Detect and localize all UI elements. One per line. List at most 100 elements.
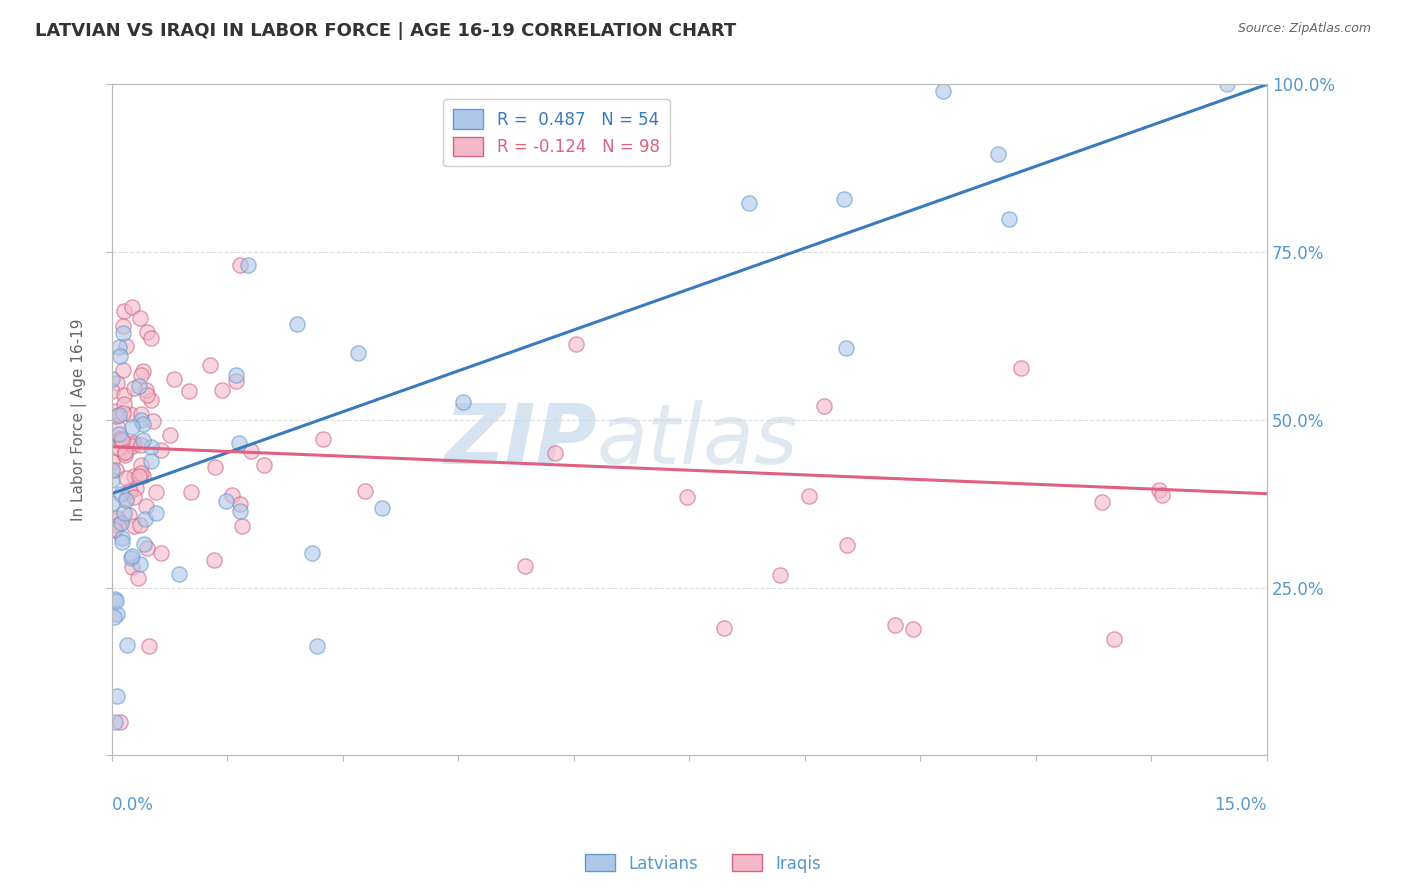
Point	[105, 513, 128, 527]
Point	[111, 363, 134, 377]
Point	[229, 497, 252, 511]
Point	[451, 395, 474, 409]
Point	[107, 421, 129, 435]
Point	[135, 325, 157, 339]
Point	[100, 371, 122, 385]
Point	[228, 435, 250, 450]
Point	[103, 610, 125, 624]
Point	[120, 484, 142, 499]
Point	[121, 549, 143, 563]
Point	[221, 488, 243, 502]
Point	[108, 427, 131, 442]
Point	[202, 552, 225, 566]
Point	[120, 551, 142, 566]
Point	[132, 433, 155, 447]
Point	[132, 364, 155, 378]
Point	[115, 492, 138, 507]
Point	[108, 441, 131, 455]
Point	[122, 519, 145, 533]
Point	[129, 407, 152, 421]
Point	[100, 496, 122, 510]
Point	[128, 379, 150, 393]
Point	[565, 337, 588, 351]
Point	[231, 518, 253, 533]
Point	[124, 436, 146, 450]
Point	[108, 340, 131, 354]
Point	[110, 487, 132, 501]
Point	[253, 458, 276, 472]
Point	[103, 714, 125, 729]
Point	[835, 537, 858, 551]
Text: 15.0%: 15.0%	[1215, 796, 1267, 814]
Point	[101, 462, 124, 476]
Point	[104, 524, 127, 538]
Point	[285, 317, 308, 331]
Point	[932, 84, 955, 98]
Point	[139, 440, 162, 454]
Point	[122, 490, 145, 504]
Point	[111, 319, 134, 334]
Point	[177, 384, 200, 399]
Point	[240, 444, 263, 458]
Point	[797, 489, 820, 503]
Point	[159, 428, 181, 442]
Point	[121, 560, 143, 574]
Point	[884, 618, 907, 632]
Point	[211, 383, 233, 397]
Point	[713, 621, 735, 635]
Point	[105, 409, 128, 423]
Point	[105, 463, 128, 477]
Point	[110, 431, 132, 445]
Point	[145, 484, 167, 499]
Point	[111, 534, 134, 549]
Text: ZIP: ZIP	[444, 400, 596, 481]
Point	[105, 689, 128, 703]
Point	[115, 638, 138, 652]
Point	[112, 507, 135, 521]
Point	[115, 491, 138, 505]
Point	[105, 607, 128, 621]
Point	[1010, 361, 1032, 376]
Point	[131, 368, 153, 382]
Point	[101, 455, 124, 469]
Point	[125, 482, 148, 496]
Point	[1091, 494, 1114, 508]
Point	[112, 303, 135, 318]
Text: LATVIAN VS IRAQI IN LABOR FORCE | AGE 16-19 CORRELATION CHART: LATVIAN VS IRAQI IN LABOR FORCE | AGE 16…	[35, 22, 737, 40]
Point	[122, 469, 145, 483]
Point	[122, 381, 145, 395]
Point	[215, 494, 238, 508]
Point	[180, 484, 202, 499]
Point	[128, 517, 150, 532]
Point	[225, 375, 247, 389]
Point	[901, 623, 924, 637]
Point	[128, 310, 150, 325]
Point	[132, 469, 155, 483]
Point	[101, 473, 124, 487]
Point	[163, 372, 186, 386]
Point	[105, 593, 128, 607]
Point	[104, 591, 127, 606]
Point	[121, 300, 143, 314]
Point	[114, 445, 136, 459]
Point	[114, 388, 136, 402]
Point	[128, 558, 150, 572]
Point	[110, 432, 132, 446]
Point	[1102, 632, 1125, 647]
Point	[114, 339, 136, 353]
Point	[129, 413, 152, 427]
Point	[198, 358, 221, 372]
Point	[122, 437, 145, 451]
Point	[513, 559, 536, 574]
Point	[145, 506, 167, 520]
Point	[312, 432, 335, 446]
Point	[834, 192, 856, 206]
Text: Source: ZipAtlas.com: Source: ZipAtlas.com	[1237, 22, 1371, 36]
Point	[108, 349, 131, 363]
Point	[834, 341, 856, 355]
Legend: Latvians, Iraqis: Latvians, Iraqis	[579, 847, 827, 880]
Point	[121, 420, 143, 434]
Point	[112, 446, 135, 460]
Point	[118, 407, 141, 421]
Point	[1216, 78, 1239, 92]
